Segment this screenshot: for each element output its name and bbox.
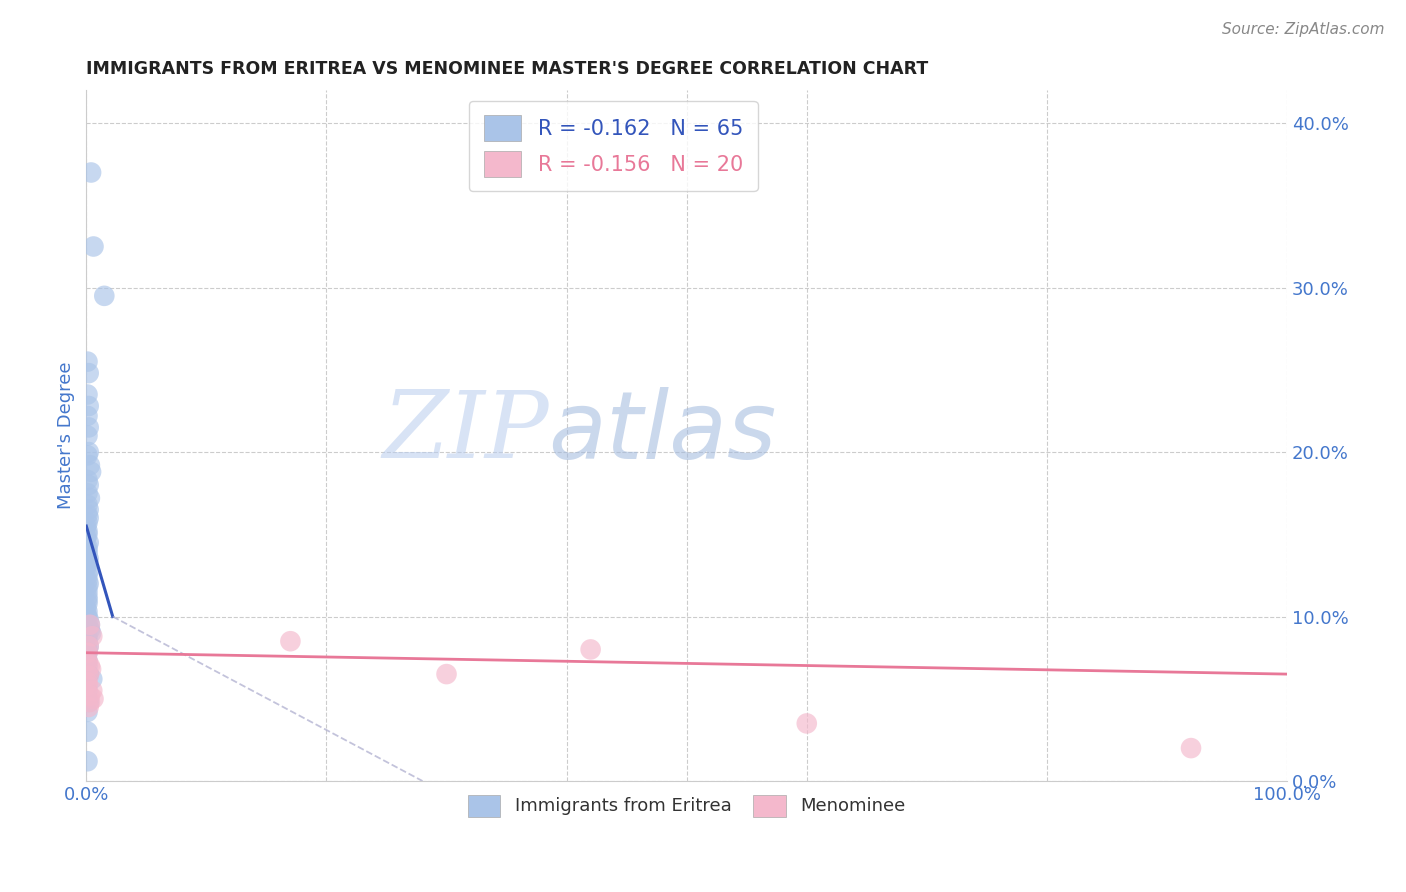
Point <box>79 623 101 637</box>
Point <box>75 601 97 615</box>
Point <box>79 617 101 632</box>
Point <box>79 458 101 473</box>
Point <box>77 695 100 709</box>
Text: atlas: atlas <box>548 386 778 478</box>
Point <box>82 683 104 698</box>
Point <box>76 629 98 643</box>
Y-axis label: Master's Degree: Master's Degree <box>58 362 75 509</box>
Point <box>76 705 98 719</box>
Point <box>77 535 100 549</box>
Point <box>76 568 98 582</box>
Point <box>79 695 101 709</box>
Point <box>76 448 98 462</box>
Point <box>76 646 98 660</box>
Point <box>579 642 602 657</box>
Point <box>436 667 458 681</box>
Point <box>76 654 98 668</box>
Point <box>76 658 98 673</box>
Point <box>76 580 98 594</box>
Point <box>76 428 98 442</box>
Point <box>80 165 103 179</box>
Point <box>76 754 98 768</box>
Point <box>77 613 100 627</box>
Point <box>77 366 100 380</box>
Point <box>76 596 98 610</box>
Point <box>77 511 100 525</box>
Point <box>76 634 98 648</box>
Point <box>76 574 98 588</box>
Point <box>76 646 98 660</box>
Point <box>77 502 100 516</box>
Point <box>76 547 98 561</box>
Point <box>79 617 101 632</box>
Point <box>77 700 100 714</box>
Point <box>76 498 98 512</box>
Point <box>77 552 100 566</box>
Point <box>76 508 98 522</box>
Point <box>82 239 104 253</box>
Point <box>79 491 101 505</box>
Point <box>76 724 98 739</box>
Point <box>77 478 100 492</box>
Point <box>76 524 98 538</box>
Point <box>796 716 818 731</box>
Text: IMMIGRANTS FROM ERITREA VS MENOMINEE MASTER'S DEGREE CORRELATION CHART: IMMIGRANTS FROM ERITREA VS MENOMINEE MAS… <box>86 60 928 78</box>
Point <box>76 683 98 698</box>
Point <box>75 531 97 545</box>
Point <box>76 642 98 657</box>
Point <box>76 590 98 604</box>
Point <box>82 629 104 643</box>
Point <box>76 609 98 624</box>
Point <box>1180 741 1202 756</box>
Point <box>77 399 100 413</box>
Point <box>77 639 100 653</box>
Point <box>79 689 101 703</box>
Point <box>76 675 98 690</box>
Point <box>76 486 98 500</box>
Point <box>76 654 98 668</box>
Point <box>76 557 98 571</box>
Point <box>82 691 104 706</box>
Point <box>76 543 98 558</box>
Point <box>82 672 104 686</box>
Point <box>75 560 97 574</box>
Point <box>77 564 100 578</box>
Point <box>76 516 98 530</box>
Point <box>76 409 98 423</box>
Point <box>76 354 98 368</box>
Point <box>76 593 98 607</box>
Point <box>77 669 100 683</box>
Point <box>79 658 101 673</box>
Point <box>75 519 97 533</box>
Point <box>80 465 103 479</box>
Point <box>77 639 100 653</box>
Text: Source: ZipAtlas.com: Source: ZipAtlas.com <box>1222 22 1385 37</box>
Point <box>76 585 98 599</box>
Point <box>76 605 98 619</box>
Point <box>280 634 302 648</box>
Text: ZIP: ZIP <box>382 387 548 477</box>
Point <box>76 473 98 487</box>
Point <box>75 648 97 663</box>
Point <box>77 667 100 681</box>
Point <box>77 576 100 591</box>
Point <box>76 527 98 541</box>
Legend: Immigrants from Eritrea, Menominee: Immigrants from Eritrea, Menominee <box>461 788 912 824</box>
Point <box>76 679 98 693</box>
Point <box>76 541 98 555</box>
Point <box>76 387 98 401</box>
Point <box>80 626 103 640</box>
Point <box>77 420 100 434</box>
Point <box>93 289 115 303</box>
Point <box>80 662 103 676</box>
Point <box>77 445 100 459</box>
